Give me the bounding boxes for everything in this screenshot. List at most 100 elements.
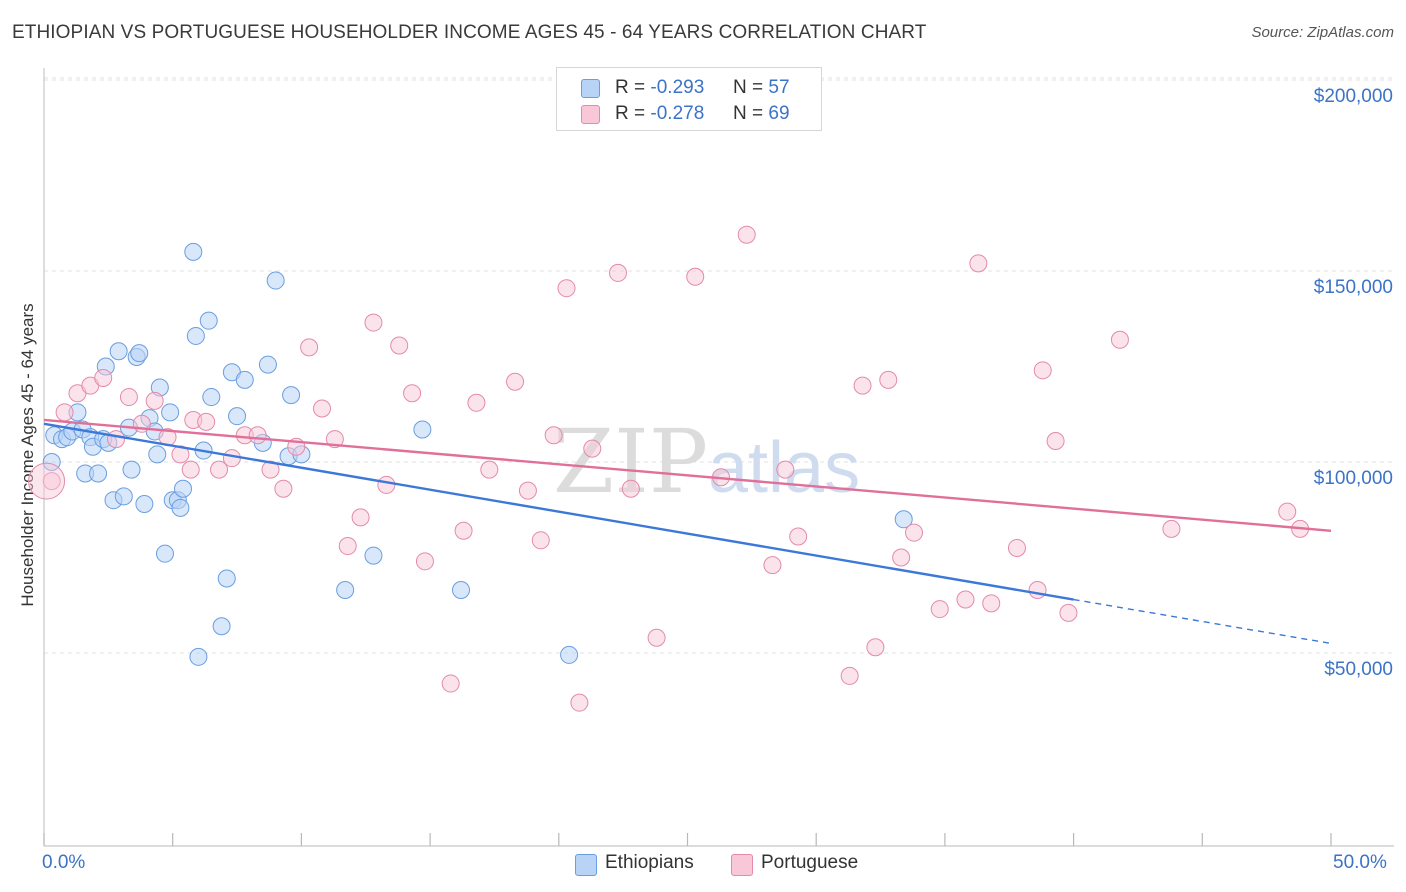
ethiopians-point-24 xyxy=(148,445,167,464)
source-label: Source: ZipAtlas.com xyxy=(1251,24,1394,41)
ethiopians-point-38 xyxy=(212,617,231,636)
legend-r-value-portuguese: -0.278 xyxy=(650,103,705,124)
portuguese-point-36 xyxy=(518,481,537,500)
ethiopians-point-45 xyxy=(266,271,285,290)
portuguese-point-47 xyxy=(737,225,756,244)
portuguese-point-29 xyxy=(403,384,422,403)
ethiopians-point-52 xyxy=(451,580,470,599)
portuguese-point-33 xyxy=(467,393,486,412)
ethiopians-point-33 xyxy=(186,326,205,345)
bottom-legend-label-portuguese: Portuguese xyxy=(761,852,859,873)
portuguese-point-5 xyxy=(107,430,126,449)
portuguese-point-38 xyxy=(544,426,563,445)
legend-r-value-ethiopians: -0.293 xyxy=(650,77,705,98)
portuguese-point-4 xyxy=(94,368,113,387)
portuguese-point-27 xyxy=(377,475,396,494)
ethiopians-point-54 xyxy=(894,510,913,529)
portuguese-point-56 xyxy=(905,523,924,542)
legend-n-label: N = xyxy=(733,103,764,124)
portuguese-point-64 xyxy=(1046,431,1065,450)
portuguese-point-35 xyxy=(506,372,525,391)
portuguese-point-6 xyxy=(119,388,138,407)
portuguese-point-55 xyxy=(892,548,911,567)
portuguese-point-52 xyxy=(853,376,872,395)
portuguese-point-37 xyxy=(531,531,550,550)
ethiopians-point-32 xyxy=(184,242,203,261)
ethiopians-point-31 xyxy=(173,479,192,498)
ethiopians-trend-extension xyxy=(1073,598,1332,645)
portuguese-point-24 xyxy=(338,537,357,556)
bottom-legend-portuguese: Portuguese xyxy=(731,852,859,876)
portuguese-point-49 xyxy=(776,460,795,479)
ethiopians-point-50 xyxy=(364,546,383,565)
legend-n-value-portuguese: 69 xyxy=(768,103,790,124)
chart-title: ETHIOPIAN VS PORTUGUESE HOUSEHOLDER INCO… xyxy=(12,22,927,43)
ethiopians-point-41 xyxy=(228,407,247,426)
portuguese-point-65 xyxy=(1059,603,1078,622)
portuguese-point-48 xyxy=(763,556,782,575)
y-tick-label-200000: $200,000 xyxy=(1313,86,1393,107)
ethiopians-trend-line xyxy=(43,422,1074,601)
portuguese-point-1 xyxy=(55,403,74,422)
ethiopians-point-51 xyxy=(413,420,432,439)
portuguese-trend-line xyxy=(43,418,1332,532)
portuguese-point-31 xyxy=(441,674,460,693)
ethiopians-point-49 xyxy=(336,580,355,599)
portuguese-point-17 xyxy=(248,426,267,445)
portuguese-point-18 xyxy=(261,460,280,479)
portuguese-point-10 xyxy=(171,445,190,464)
gridlines xyxy=(44,77,1394,654)
ethiopians-point-47 xyxy=(282,386,301,405)
portuguese-point-45 xyxy=(686,267,705,286)
ethiopians-point-20 xyxy=(130,344,149,363)
x-tick-label-max: 50.0% xyxy=(1333,852,1387,873)
portuguese-point-66 xyxy=(1110,330,1129,349)
portuguese-point-25 xyxy=(351,508,370,527)
ethiopians-point-18 xyxy=(122,460,141,479)
portuguese-point-22 xyxy=(312,399,331,418)
portuguese-point-68 xyxy=(1278,502,1297,521)
portuguese-point-28 xyxy=(390,336,409,355)
ethiopians-point-36 xyxy=(199,311,218,330)
ethiopians-point-37 xyxy=(202,388,221,407)
portuguese-point-0 xyxy=(42,472,61,491)
portuguese-point-54 xyxy=(879,370,898,389)
ethiopians-point-42 xyxy=(235,370,254,389)
portuguese-point-62 xyxy=(1028,580,1047,599)
legend-swatch-ethiopians xyxy=(581,79,600,98)
portuguese-point-32 xyxy=(454,521,473,540)
ethiopians-point-53 xyxy=(560,645,579,664)
ethiopians-point-10 xyxy=(89,464,108,483)
portuguese-point-63 xyxy=(1033,361,1052,380)
portuguese-point-43 xyxy=(621,479,640,498)
x-tick-label-min: 0.0% xyxy=(42,852,86,873)
portuguese-point-59 xyxy=(969,254,988,273)
portuguese-point-cluster xyxy=(28,462,66,500)
legend-r-label: R = xyxy=(615,77,646,98)
portuguese-point-26 xyxy=(364,313,383,332)
portuguese-point-60 xyxy=(982,594,1001,613)
portuguese-point-58 xyxy=(956,590,975,609)
y-tick-label-150000: $150,000 xyxy=(1313,277,1393,298)
axes xyxy=(43,68,1394,847)
portuguese-point-21 xyxy=(300,338,319,357)
portuguese-point-13 xyxy=(197,412,216,431)
portuguese-point-41 xyxy=(583,439,602,458)
ethiopians-point-15 xyxy=(109,342,128,361)
portuguese-point-53 xyxy=(866,638,885,657)
bottom-legend-ethiopians: Ethiopians xyxy=(575,852,694,876)
legend-r-label: R = xyxy=(615,103,646,124)
portuguese-point-42 xyxy=(609,263,628,282)
portuguese-point-40 xyxy=(570,693,589,712)
bottom-legend-swatch-portuguese xyxy=(731,854,753,876)
legend-n-value-ethiopians: 57 xyxy=(768,77,790,98)
bottom-legend-label-ethiopians: Ethiopians xyxy=(605,852,694,873)
y-tick-label-100000: $100,000 xyxy=(1313,468,1393,489)
ethiopians-point-26 xyxy=(155,544,174,563)
portuguese-point-11 xyxy=(181,460,200,479)
portuguese-point-51 xyxy=(840,666,859,685)
portuguese-point-39 xyxy=(557,279,576,298)
legend-swatch-portuguese xyxy=(581,105,600,124)
portuguese-point-67 xyxy=(1162,519,1181,538)
